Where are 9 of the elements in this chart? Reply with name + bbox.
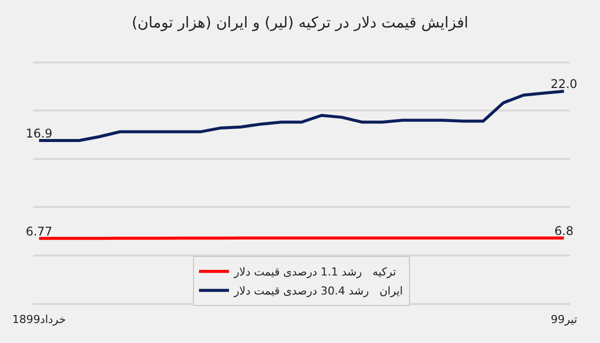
data-label: 6.8	[554, 224, 574, 238]
x-tick-label: 18خرداد99	[12, 313, 66, 326]
legend-label: ترکیه رشد 1.1 درصدی قیمت دلار	[233, 266, 396, 279]
data-label: 22.0	[550, 77, 578, 92]
data-label: 16.9	[26, 126, 52, 140]
chart-title: افزایش قیمت دلار در ترکیه (لیر) و ایران (هزار تومان)	[132, 14, 468, 32]
legend-label: ایران رشد 30.4 درصدی قیمت دلار	[233, 284, 403, 298]
data-label: 6.77	[26, 224, 52, 238]
x-tick-label: تیر99	[550, 313, 578, 326]
